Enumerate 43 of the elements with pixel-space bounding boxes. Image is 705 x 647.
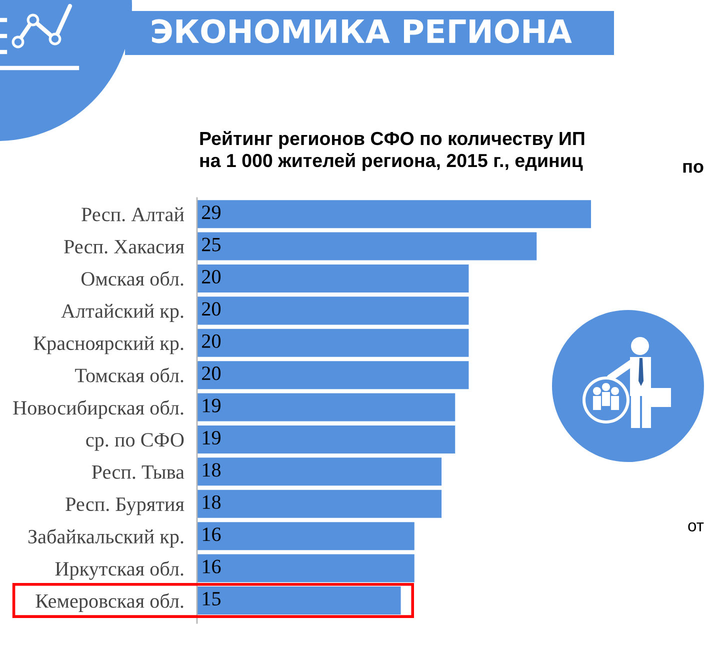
text: ЭКОНОМИКА РЕГИОНА bbox=[152, 19, 572, 44]
y-tick-label: Иркутская обл. bbox=[55, 561, 184, 580]
y-tick-label: Забайкальский кр. bbox=[28, 528, 184, 548]
bar bbox=[197, 200, 591, 228]
data-label: 18 bbox=[202, 463, 221, 477]
y-tick-label: Респ. Бурятия bbox=[66, 498, 184, 516]
bar bbox=[197, 554, 414, 582]
y-tick-label: ср. по СФО bbox=[86, 433, 184, 451]
text: по bbox=[683, 162, 704, 173]
data-label: 15 bbox=[202, 592, 221, 606]
data-label: 16 bbox=[202, 560, 221, 574]
y-tick-label: Алтайский кр. bbox=[61, 304, 184, 322]
chart-title: Рейтинг регионов СФО по количеству ИП на 1 000 жителей региона, 2015 г., единиц bbox=[200, 131, 584, 171]
bar bbox=[197, 425, 456, 454]
bar bbox=[197, 522, 414, 550]
bar bbox=[197, 490, 442, 518]
bar bbox=[197, 586, 401, 614]
data-label: 18 bbox=[202, 495, 221, 509]
data-label: 16 bbox=[202, 528, 221, 542]
data-label: 25 bbox=[202, 238, 221, 252]
y-tick-label: Респ. Хакасия bbox=[64, 240, 184, 254]
y-tick-label: Кемеровская обл. bbox=[36, 593, 184, 612]
y-tick-label: Респ. Тыва bbox=[92, 465, 184, 479]
y-tick-label: Респ. Алтай bbox=[82, 207, 184, 222]
bar bbox=[197, 361, 469, 390]
y-tick-label: Омская обл. bbox=[81, 271, 184, 286]
data-label: 19 bbox=[202, 430, 220, 445]
data-label: 20 bbox=[202, 366, 221, 380]
data-label: 20 bbox=[202, 270, 221, 284]
data-label: 20 bbox=[202, 302, 221, 316]
bar bbox=[197, 393, 456, 422]
bar bbox=[197, 458, 442, 486]
y-tick-label: Томская обл. bbox=[75, 368, 184, 382]
data-label: 19 bbox=[202, 398, 220, 412]
text: от bbox=[688, 522, 704, 532]
y-tick-label: Новосибирская обл. bbox=[13, 400, 184, 419]
bar bbox=[197, 232, 537, 260]
bar bbox=[197, 296, 469, 325]
y-tick-label: Красноярский кр. bbox=[34, 336, 184, 354]
bar bbox=[197, 264, 469, 292]
bar bbox=[197, 328, 469, 357]
data-label: 20 bbox=[202, 334, 221, 348]
data-label: 29 bbox=[202, 206, 220, 220]
